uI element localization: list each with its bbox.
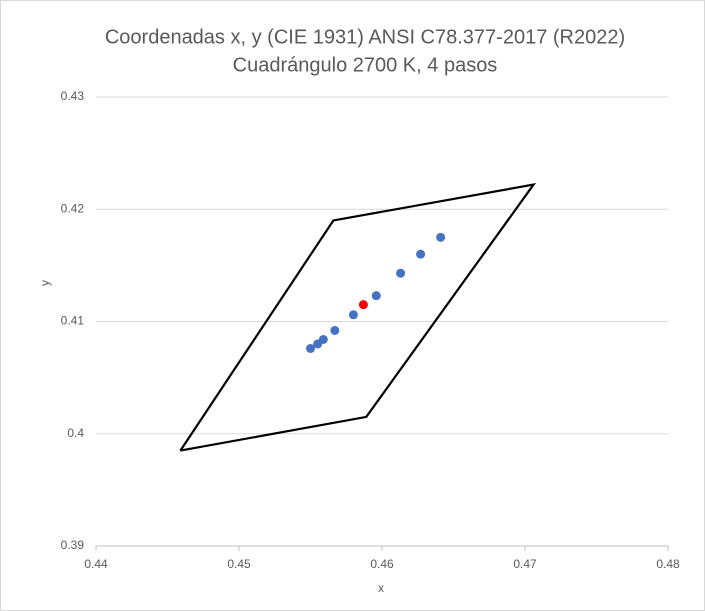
point bbox=[416, 249, 426, 259]
point bbox=[358, 300, 368, 310]
point bbox=[396, 268, 406, 278]
y-axis-label: y bbox=[38, 280, 52, 286]
point bbox=[306, 343, 315, 353]
point bbox=[436, 232, 446, 242]
x-tick-label: 0.47 bbox=[513, 557, 537, 571]
point bbox=[371, 291, 381, 301]
y-tick-label: 0.43 bbox=[61, 89, 85, 103]
y-tick-label: 0.39 bbox=[61, 538, 85, 552]
x-tick-label: 0.46 bbox=[370, 557, 394, 571]
point bbox=[330, 325, 340, 335]
x-tick-label: 0.48 bbox=[656, 557, 680, 571]
outline bbox=[179, 182, 537, 452]
x-axis-label: x bbox=[378, 581, 384, 595]
point bbox=[318, 334, 328, 344]
point bbox=[348, 310, 358, 320]
y-tick-label: 0.42 bbox=[61, 201, 85, 215]
chart-subtitle: Cuadrángulo 2700 K, 4 pasos bbox=[233, 54, 498, 76]
x-tick-label: 0.44 bbox=[84, 557, 108, 571]
y-tick-label: 0.4 bbox=[67, 426, 84, 440]
y-tick-label: 0.41 bbox=[61, 314, 85, 328]
x-tick-label: 0.45 bbox=[227, 557, 251, 571]
chart-title: Coordenadas x, y (CIE 1931) ANSI C78.377… bbox=[105, 26, 625, 48]
